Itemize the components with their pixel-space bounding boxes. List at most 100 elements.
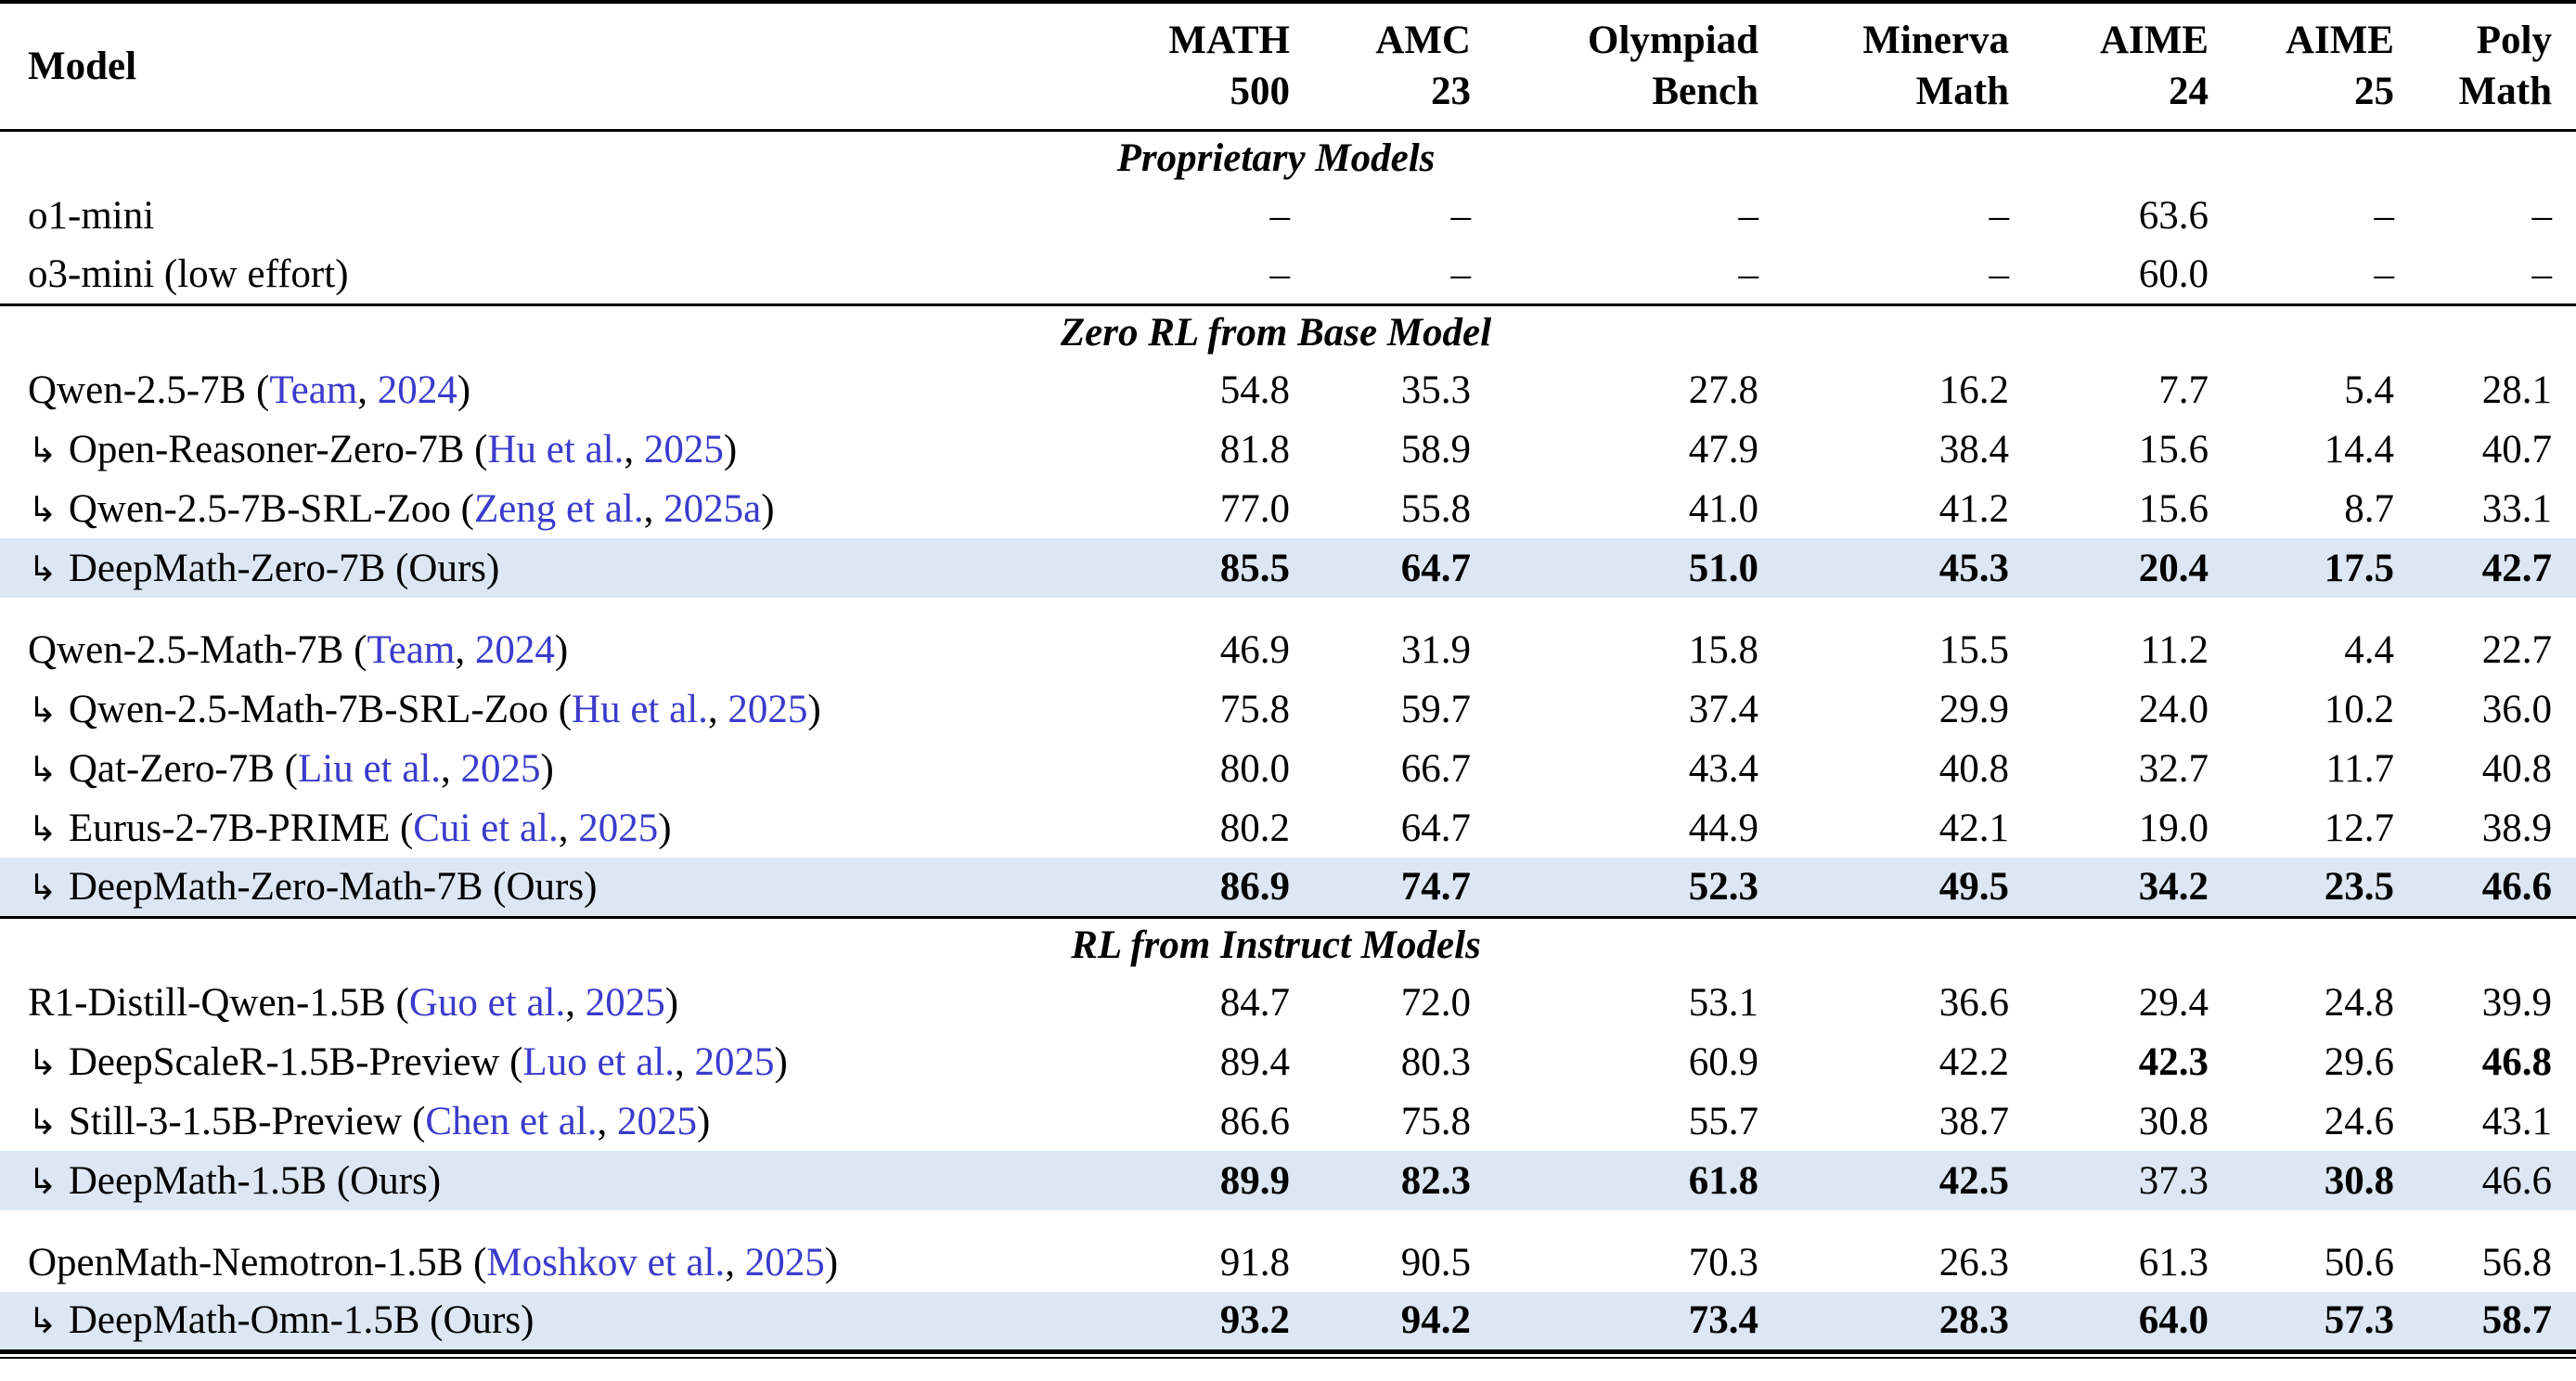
score-cell: 46.9 — [1219, 627, 1290, 672]
score-cell: 27.8 — [1688, 368, 1758, 412]
model-name-cell: ↳ Open-Reasoner-Zero-7B (Hu et al., 2025) — [28, 427, 738, 471]
score-cell: 64.7 — [1400, 546, 1471, 590]
indent-arrow-icon: ↳ — [28, 1101, 58, 1142]
score-cell: – — [2531, 252, 2553, 296]
table-row: Qwen-2.5-Math-7B (Team, 2024) 46.9 31.9 15.… — [0, 620, 2576, 679]
score-cell: 8.7 — [2344, 486, 2394, 531]
citation-author-link[interactable]: Team — [367, 627, 456, 672]
indent-arrow-icon: ↳ — [28, 689, 58, 730]
score-cell: 80.2 — [1219, 806, 1290, 850]
score-cell: 50.6 — [2324, 1240, 2394, 1284]
citation-year-link[interactable]: 2025 — [617, 1099, 698, 1143]
section-title: Proprietary Models — [1116, 136, 1436, 181]
model-name-cell: Qwen-2.5-7B (Team, 2024) — [28, 368, 471, 412]
table-row: ↳ DeepScaleR-1.5B-Preview (Luo et al., 20… — [0, 1032, 2576, 1091]
citation-author-link[interactable]: Team — [269, 368, 358, 412]
score-cell: 15.8 — [1688, 627, 1758, 672]
citation-year-link[interactable]: 2025 — [643, 427, 724, 471]
table-row: ↳ Still-3-1.5B-Preview (Chen et al., 2025… — [0, 1091, 2576, 1151]
citation-author-link[interactable]: Hu et al. — [487, 427, 625, 471]
citation-author-link[interactable]: Moshkov et al. — [486, 1240, 726, 1284]
score-cell: 15.5 — [1938, 627, 2009, 672]
score-cell: 72.0 — [1400, 980, 1471, 1025]
citation-author-link[interactable]: Guo et al. — [408, 980, 566, 1025]
model-name-cell: ↳ DeepMath-Zero-Math-7B (Ours) — [0, 858, 1101, 917]
score-cell: 5.4 — [2344, 368, 2394, 412]
model-name: DeepMath-Zero-Math-7B (Ours) — [68, 864, 598, 909]
score-cell: 30.8 — [2138, 1099, 2209, 1143]
col-header-aime-25: AIME 25 — [2214, 2, 2400, 130]
col-header-line2: 23 — [1431, 70, 1471, 114]
model-name-cell: Qwen-2.5-Math-7B (Team, 2024) — [28, 627, 569, 672]
score-cell: 31.9 — [1400, 627, 1471, 672]
model-name-cell: ↳ Still-3-1.5B-Preview (Chen et al., 2025… — [28, 1099, 711, 1143]
citation-year-link[interactable]: 2024 — [377, 368, 457, 412]
citation-author-link[interactable]: Luo et al. — [522, 1039, 676, 1084]
col-header-line1: AIME — [2285, 19, 2394, 63]
score-cell: 39.9 — [2481, 980, 2552, 1025]
indent-arrow-icon: ↳ — [28, 548, 58, 589]
citation-author-link[interactable]: Zeng et al. — [473, 486, 644, 531]
score-cell: 29.4 — [2138, 980, 2209, 1025]
score-cell: 81.8 — [1219, 427, 1290, 471]
score-cell: 33.1 — [2481, 486, 2552, 531]
score-cell: 80.0 — [1219, 746, 1290, 791]
group-spacer — [0, 598, 2576, 620]
score-cell: 91.8 — [1219, 1240, 1290, 1284]
model-name-cell: ↳ DeepMath-Zero-7B (Ours) — [0, 538, 1101, 598]
score-cell: 57.3 — [2324, 1298, 2394, 1343]
score-cell: 34.2 — [2138, 864, 2209, 909]
citation-year-link[interactable]: 2025 — [728, 687, 808, 731]
score-cell: 75.8 — [1219, 687, 1290, 731]
citation-author-link[interactable]: Chen et al. — [425, 1099, 598, 1143]
score-cell: 60.0 — [2138, 252, 2209, 296]
score-cell: 37.4 — [1688, 687, 1758, 731]
citation-author-link[interactable]: Liu et al. — [298, 746, 442, 791]
score-cell: 38.7 — [1938, 1099, 2009, 1143]
score-cell: – — [1738, 193, 1759, 238]
model-name: o1-mini — [28, 193, 155, 238]
score-cell: 60.9 — [1688, 1039, 1758, 1084]
score-cell: 42.2 — [1938, 1039, 2009, 1084]
citation-author-link[interactable]: Cui et al. — [413, 806, 559, 850]
col-header-poly-math: Poly Math — [2400, 2, 2576, 130]
score-cell: 75.8 — [1400, 1099, 1471, 1143]
score-cell: 51.0 — [1688, 546, 1758, 590]
score-cell: 26.3 — [1938, 1240, 2009, 1284]
score-cell: – — [1989, 252, 2010, 296]
score-cell: 28.3 — [1938, 1298, 2009, 1343]
citation-year-link[interactable]: 2025 — [744, 1240, 825, 1284]
score-cell: 84.7 — [1219, 980, 1290, 1025]
score-cell: 58.7 — [2481, 1298, 2552, 1343]
citation-year-link[interactable]: 2025a — [663, 486, 762, 531]
col-header-line1: Olympiad — [1588, 19, 1758, 63]
score-cell: 10.2 — [2324, 687, 2394, 731]
score-cell: 16.2 — [1938, 368, 2009, 412]
citation-year-link[interactable]: 2025 — [578, 806, 659, 850]
score-cell: 24.6 — [2324, 1099, 2394, 1143]
score-cell: 64.0 — [2138, 1298, 2209, 1343]
model-name-cell: OpenMath-Nemotron-1.5B (Moshkov et al., … — [28, 1240, 839, 1284]
citation-year-link[interactable]: 2025 — [460, 746, 541, 791]
score-cell: – — [1450, 252, 1472, 296]
score-cell: 56.8 — [2481, 1240, 2552, 1284]
table-row: ↳ Qat-Zero-7B (Liu et al., 2025) 80.0 66.7 4… — [0, 739, 2576, 798]
score-cell: 36.6 — [1938, 980, 2009, 1025]
score-cell: 41.0 — [1688, 486, 1758, 531]
score-cell: 53.1 — [1688, 980, 1758, 1025]
model-name: DeepMath-Zero-7B (Ours) — [68, 546, 500, 590]
score-cell: 74.7 — [1400, 864, 1471, 909]
table-row: R1-Distill-Qwen-1.5B (Guo et al., 2025) 8… — [0, 973, 2576, 1032]
citation-year-link[interactable]: 2025 — [585, 980, 665, 1025]
model-name: Open-Reasoner-Zero-7B — [68, 427, 465, 471]
citation-author-link[interactable]: Hu et al. — [572, 687, 708, 731]
score-cell: 80.3 — [1400, 1039, 1471, 1084]
score-cell: 11.2 — [2140, 627, 2209, 672]
score-cell: – — [1269, 193, 1291, 238]
citation-year-link[interactable]: 2024 — [474, 627, 555, 672]
score-cell: 47.9 — [1688, 427, 1758, 471]
score-cell: 61.3 — [2138, 1240, 2209, 1284]
table-row: ↳ Eurus-2-7B-PRIME (Cui et al., 2025) 80.2… — [0, 798, 2576, 858]
model-name: Qwen-2.5-7B — [28, 368, 247, 412]
citation-year-link[interactable]: 2025 — [694, 1039, 775, 1084]
